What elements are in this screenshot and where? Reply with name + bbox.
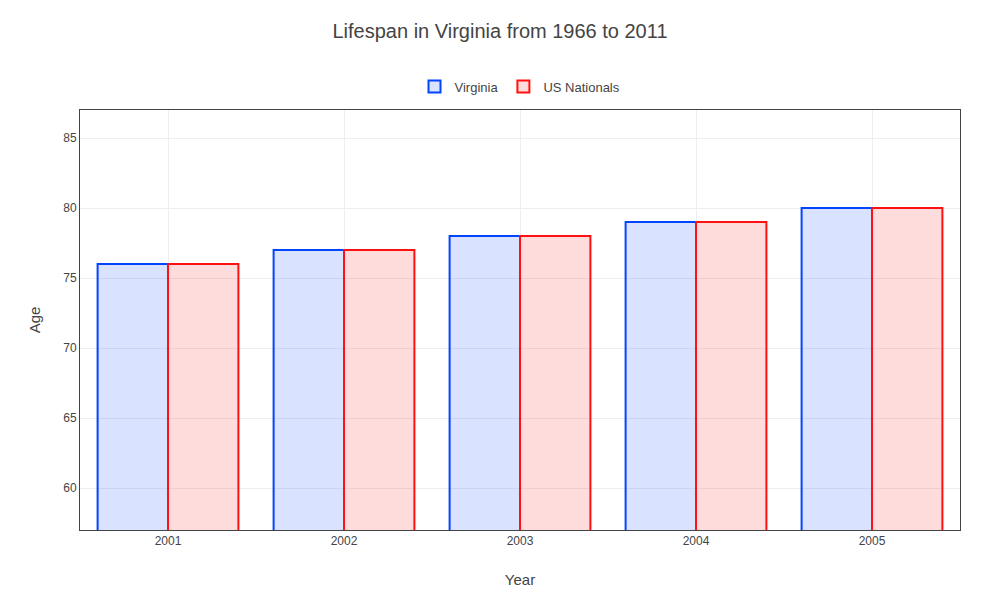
svg-text:60: 60	[63, 481, 77, 495]
svg-text:US Nationals: US Nationals	[543, 80, 619, 95]
svg-text:65: 65	[63, 411, 77, 425]
svg-text:2001: 2001	[155, 534, 182, 548]
svg-text:70: 70	[63, 341, 77, 355]
svg-text:75: 75	[63, 271, 77, 285]
svg-text:80: 80	[63, 201, 77, 215]
svg-text:85: 85	[63, 131, 77, 145]
svg-text:Age: Age	[26, 307, 43, 334]
svg-text:2005: 2005	[859, 534, 886, 548]
svg-text:Year: Year	[505, 571, 535, 588]
svg-text:2003: 2003	[507, 534, 534, 548]
svg-text:2004: 2004	[683, 534, 710, 548]
svg-text:Lifespan in Virginia from 1966: Lifespan in Virginia from 1966 to 2011	[332, 20, 667, 42]
svg-text:2002: 2002	[331, 534, 358, 548]
svg-text:Virginia: Virginia	[455, 80, 499, 95]
